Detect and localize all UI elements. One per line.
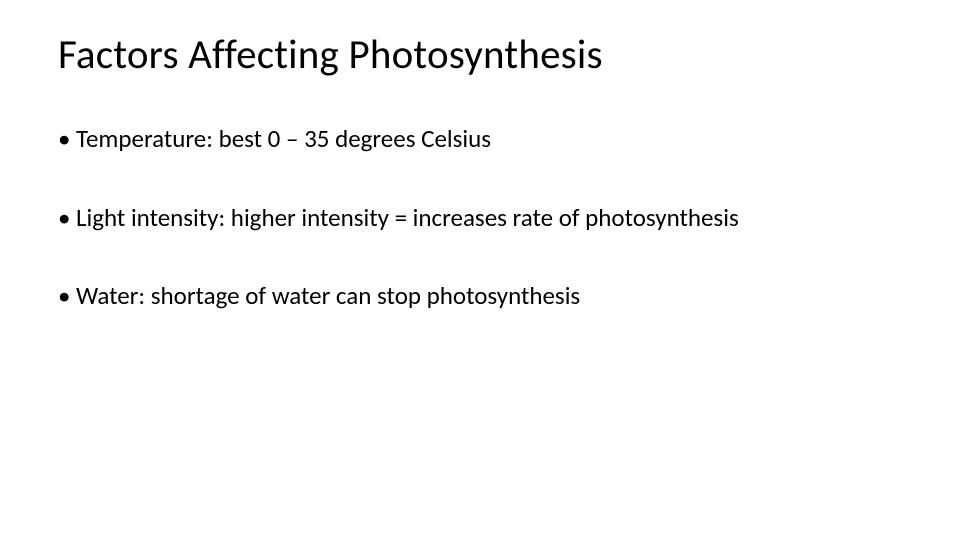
slide-container: Factors Affecting Photosynthesis Tempera… [0,0,960,540]
bullet-list: Temperature: best 0 – 35 degrees Celsius… [58,123,902,313]
bullet-item: Light intensity: higher intensity = incr… [58,202,902,235]
bullet-item: Water: shortage of water can stop photos… [58,280,902,313]
bullet-item: Temperature: best 0 – 35 degrees Celsius [58,123,902,156]
slide-title: Factors Affecting Photosynthesis [58,32,902,79]
